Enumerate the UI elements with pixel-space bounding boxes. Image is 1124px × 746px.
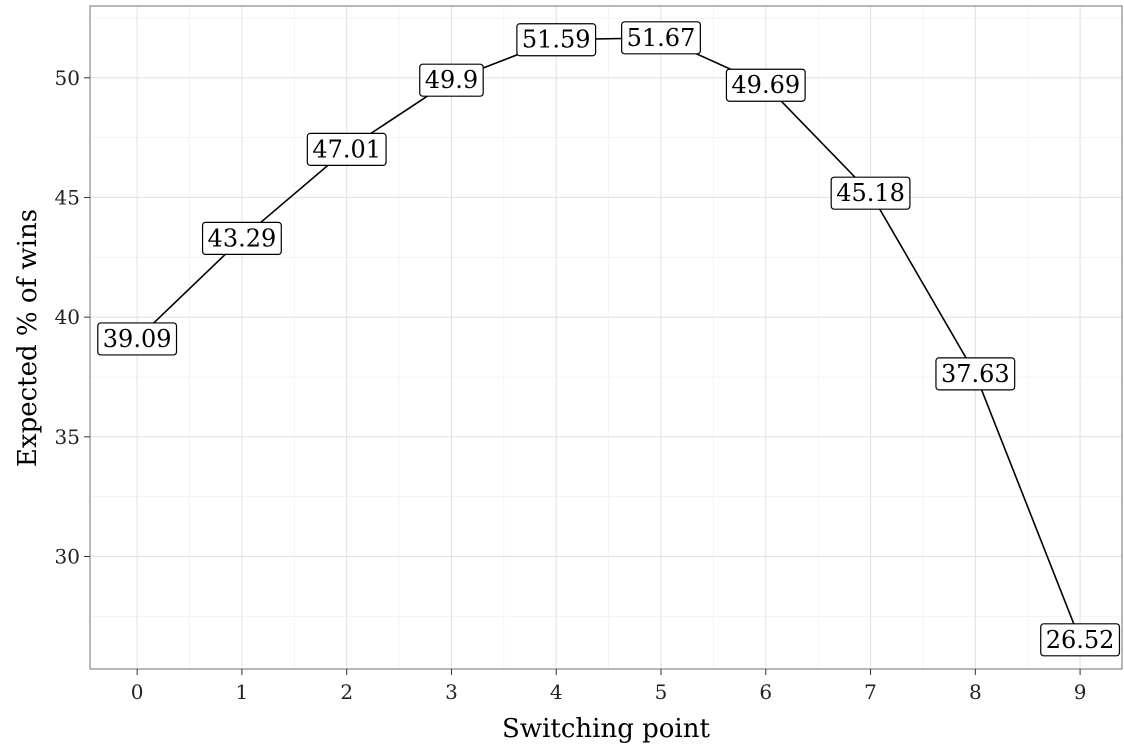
data-label-text: 49.9 <box>425 66 478 94</box>
data-label-box <box>97 322 178 356</box>
data-label: 47.01 <box>306 132 387 166</box>
data-label: 37.63 <box>935 357 1016 391</box>
data-label-text: 45.18 <box>836 179 905 207</box>
y-tick-label: 40 <box>55 305 80 329</box>
x-tick-label: 8 <box>969 680 982 704</box>
data-label-text: 43.29 <box>208 224 277 252</box>
data-label-box <box>725 68 806 102</box>
x-tick-label: 1 <box>236 680 249 704</box>
x-tick-label: 2 <box>340 680 353 704</box>
data-label-text: 47.01 <box>312 135 381 163</box>
series-layer <box>136 36 1081 641</box>
x-tick-label: 5 <box>655 680 668 704</box>
y-axis-title: Expected % of wins <box>13 209 43 467</box>
data-label-text: 39.09 <box>103 325 172 353</box>
x-tick-label: 6 <box>759 680 772 704</box>
data-label-text: 49.69 <box>731 71 800 99</box>
data-label: 51.59 <box>516 23 597 57</box>
x-tick-label: 3 <box>445 680 458 704</box>
data-label-box <box>830 176 911 210</box>
x-tick-label: 4 <box>550 680 563 704</box>
grid-layer <box>90 6 1122 669</box>
x-axis-title: Switching point <box>502 714 710 744</box>
y-tick-label: 50 <box>55 66 80 90</box>
series-line <box>136 36 1081 641</box>
data-label: 49.9 <box>419 63 484 97</box>
data-label-box <box>306 132 387 166</box>
plot-panel-border <box>89 5 1123 670</box>
y-tick-label: 30 <box>55 545 80 569</box>
y-tick-label: 35 <box>55 425 80 449</box>
data-label: 26.52 <box>1040 623 1121 657</box>
x-tick-label: 9 <box>1074 680 1087 704</box>
data-label: 43.29 <box>201 221 282 256</box>
x-tick-label: 7 <box>864 680 877 704</box>
data-label-box <box>419 63 484 97</box>
data-label-text: 37.63 <box>941 360 1010 388</box>
data-label: 45.18 <box>830 176 911 210</box>
data-label-text: 51.67 <box>627 24 696 52</box>
data-label: 51.67 <box>621 21 701 55</box>
data-label-box <box>1040 623 1121 657</box>
data-label-box <box>516 23 597 57</box>
x-tick-label: 0 <box>131 680 144 704</box>
data-label-text: 26.52 <box>1046 626 1115 654</box>
data-label: 49.69 <box>725 68 806 102</box>
y-tick-label: 45 <box>55 185 80 209</box>
data-labels: 39.09 43.29 47.01 49.9 51.59 51.67 49.69 45.18 3… <box>97 21 1121 657</box>
data-label-box <box>201 221 282 256</box>
data-label-text: 51.59 <box>522 26 591 54</box>
data-label-box <box>935 357 1016 391</box>
data-label-box <box>621 21 701 55</box>
data-label: 39.09 <box>97 322 178 356</box>
